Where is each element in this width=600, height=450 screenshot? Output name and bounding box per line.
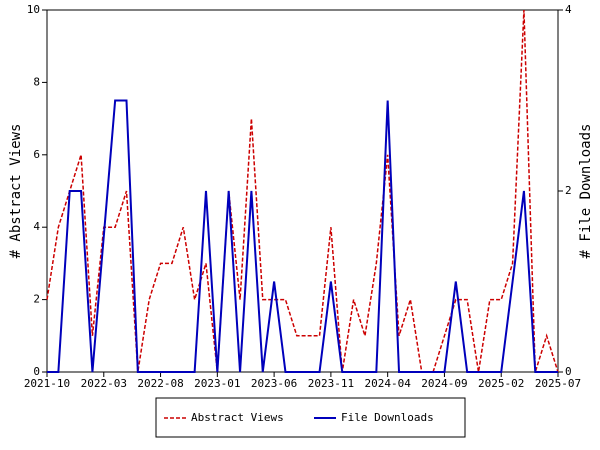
y2-tick-label: 0 (565, 365, 572, 378)
y-tick-label: 4 (33, 220, 40, 233)
y-tick-label: 8 (33, 75, 40, 88)
legend-box (155, 397, 466, 438)
y2-axis-label: # File Downloads (578, 124, 594, 259)
legend-label: File Downloads (341, 411, 434, 424)
x-tick-label: 2025-07 (535, 377, 581, 390)
x-tick-label: 2023-06 (251, 377, 297, 390)
y-tick-label: 0 (33, 365, 40, 378)
x-tick-label: 2022-03 (81, 377, 127, 390)
y2-tick-label: 2 (565, 184, 572, 197)
x-tick-label: 2022-08 (137, 377, 183, 390)
y-tick-label: 10 (27, 3, 40, 16)
legend-label: Abstract Views (191, 411, 284, 424)
series-line (46, 9, 559, 373)
x-tick-label: 2023-11 (308, 377, 354, 390)
series-line (47, 99, 558, 373)
y-tick-label: 6 (33, 148, 40, 161)
y-tick-label: 2 (33, 293, 40, 306)
y-axis-label: # Abstract Views (8, 124, 24, 259)
x-tick-label: 2024-04 (364, 377, 411, 390)
x-tick-label: 2021-10 (24, 377, 70, 390)
plot-frame (46, 9, 559, 373)
x-tick-label: 2025-02 (478, 377, 524, 390)
y2-tick-label: 4 (565, 3, 572, 16)
x-tick-label: 2024-09 (421, 377, 467, 390)
x-tick-label: 2023-01 (194, 377, 240, 390)
